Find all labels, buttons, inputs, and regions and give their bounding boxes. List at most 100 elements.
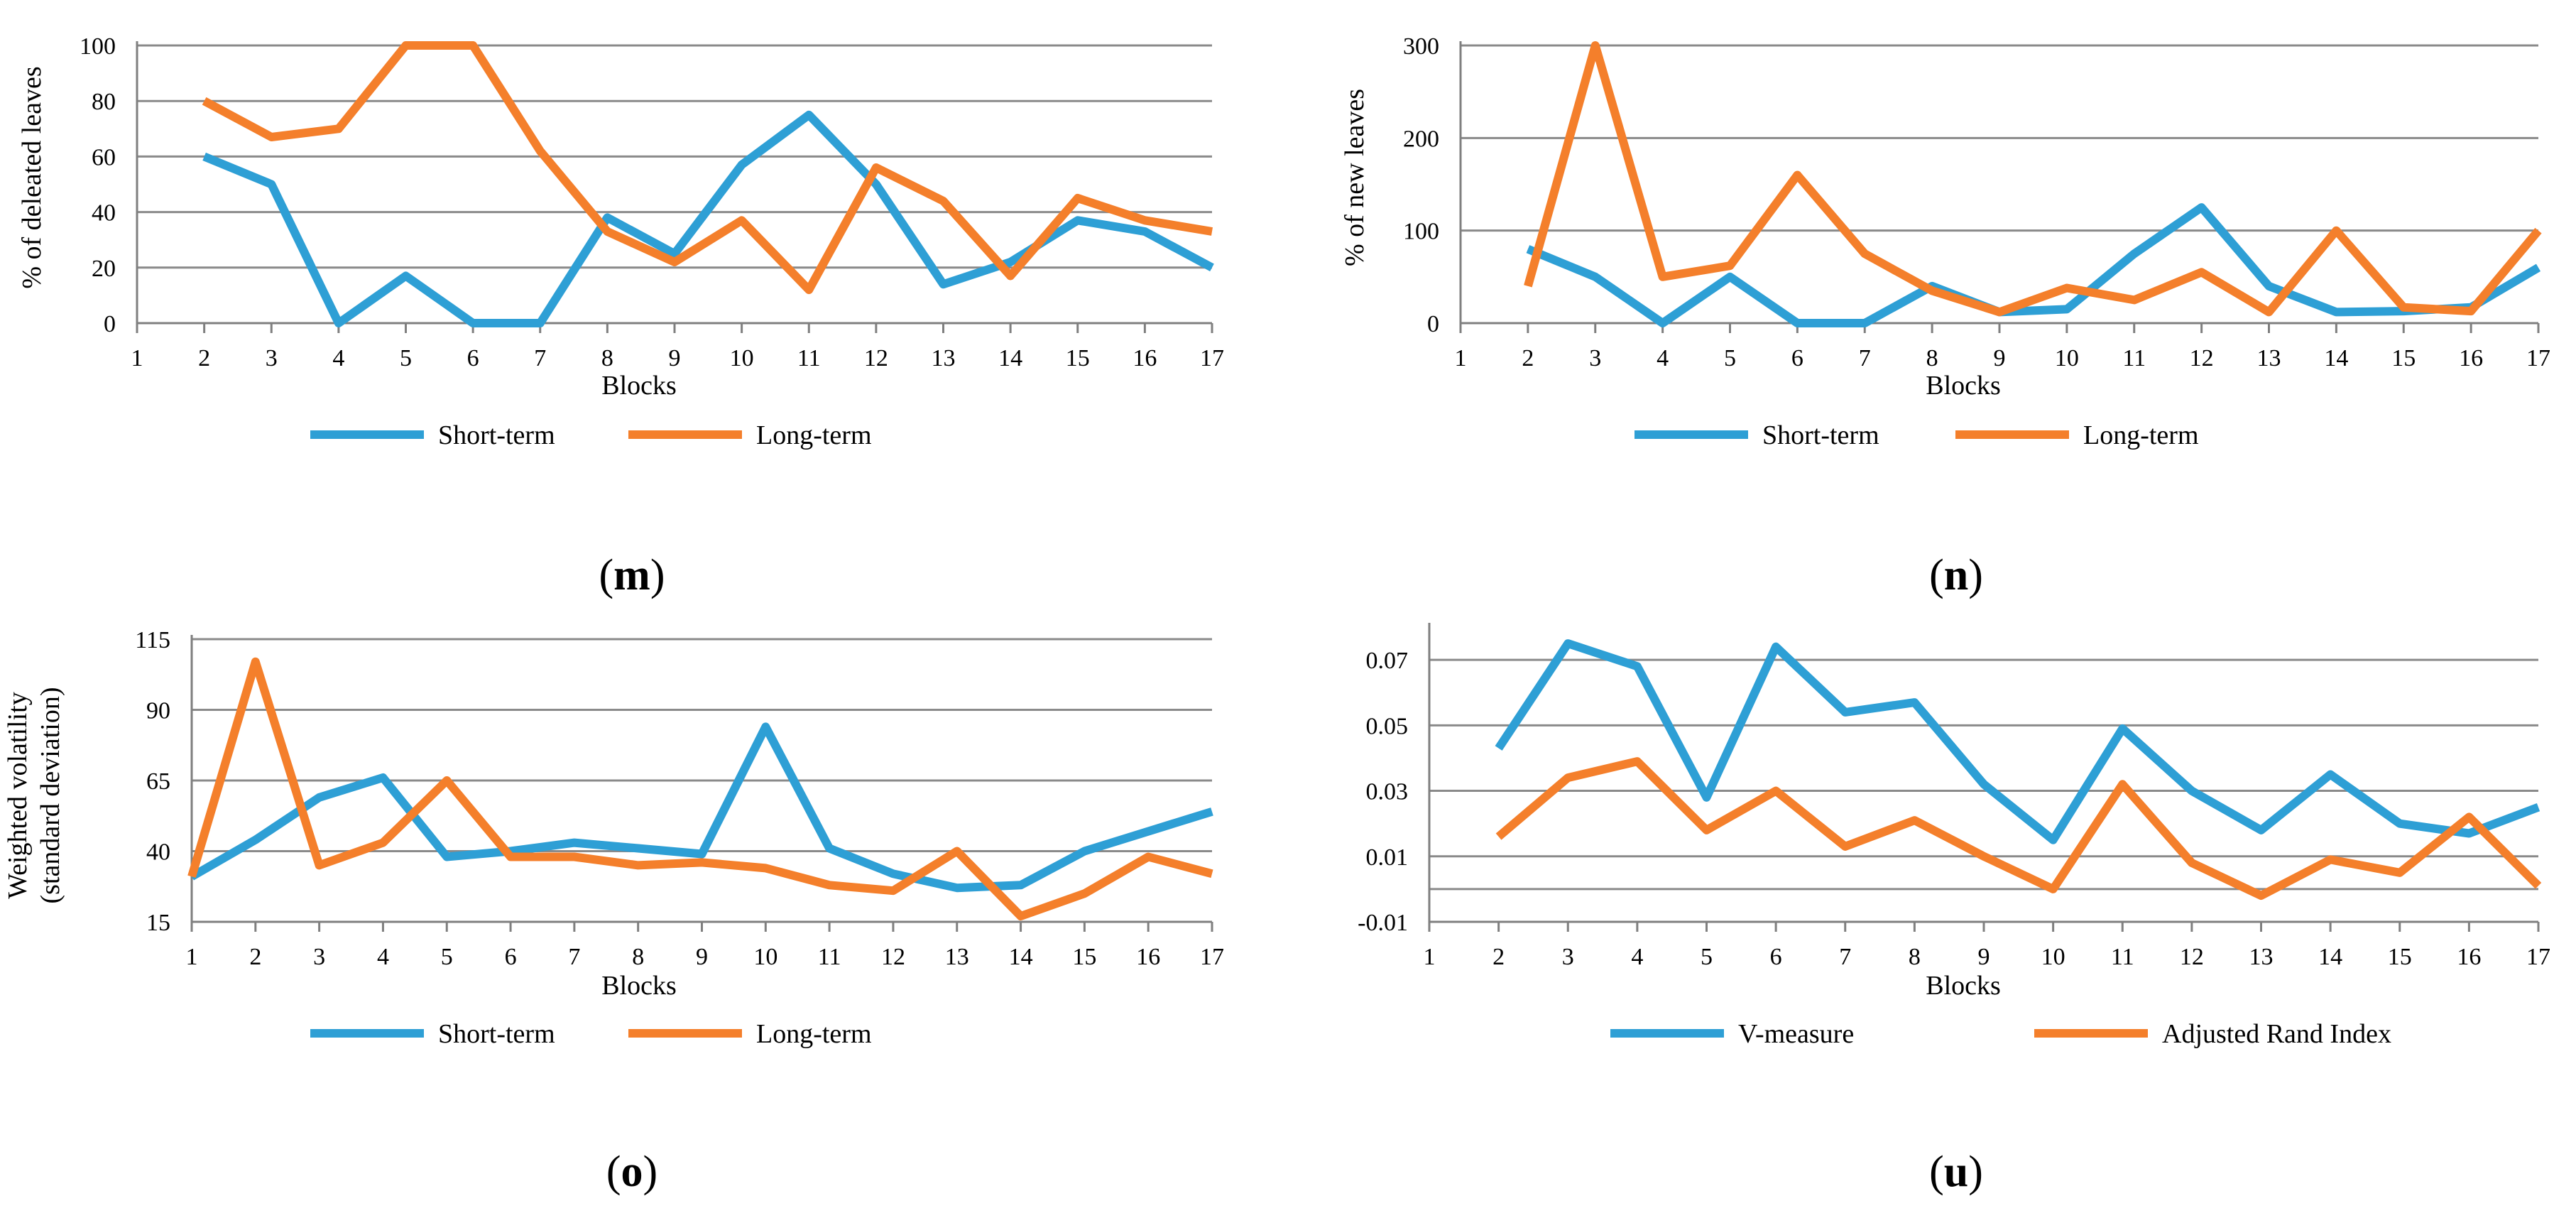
x-tick-label: 6 <box>1791 345 1803 371</box>
x-tick-label: 17 <box>1200 345 1224 371</box>
panel-caption: (n) <box>1929 551 1983 599</box>
x-tick-label: 13 <box>2257 345 2281 371</box>
series-line-short-term <box>190 722 1213 893</box>
x-tick-label: 9 <box>1994 345 2006 371</box>
x-axis-label: Blocks <box>1926 971 2001 1001</box>
x-tick-label: 3 <box>1589 345 1601 371</box>
series-line-adjusted-rand-index <box>1495 757 2542 901</box>
x-tick-label: 6 <box>505 944 517 970</box>
x-tick-label: 1 <box>131 345 143 371</box>
x-tick-label: 2 <box>1492 944 1505 970</box>
x-tick-label: 6 <box>467 345 479 371</box>
legend-label: Short-term <box>438 420 555 450</box>
y-tick-label: 0.01 <box>1366 844 1409 871</box>
legend-label: Long-term <box>756 420 872 450</box>
x-tick-label: 12 <box>864 345 888 371</box>
x-tick-label: 14 <box>1009 944 1033 970</box>
legend-label: Short-term <box>438 1019 555 1049</box>
x-tick-label: 9 <box>669 345 681 371</box>
x-tick-label: 3 <box>266 345 278 371</box>
caption-letter: o <box>621 1148 643 1196</box>
x-tick-label: 2 <box>1522 345 1534 371</box>
x-tick-label: 8 <box>601 345 613 371</box>
x-tick-label: 1 <box>1455 345 1467 371</box>
y-tick-label: 90 <box>146 698 170 724</box>
x-tick-label: 10 <box>2055 345 2079 371</box>
x-tick-label: 5 <box>1724 345 1736 371</box>
x-tick-label: 4 <box>377 944 389 970</box>
x-tick-label: 14 <box>2318 944 2342 970</box>
x-tick-label: 8 <box>632 944 644 970</box>
x-tick-label: 3 <box>313 944 325 970</box>
x-tick-label: 17 <box>2526 944 2550 970</box>
panel-caption: (u) <box>1929 1148 1983 1196</box>
x-axis-label: Blocks <box>1926 371 2001 401</box>
y-axis-label: (standard deviation) <box>36 687 65 904</box>
x-tick-label: 13 <box>2249 944 2274 970</box>
x-tick-label: 15 <box>2388 944 2412 970</box>
x-axis-label: Blocks <box>601 371 677 401</box>
x-tick-label: 7 <box>568 944 580 970</box>
x-tick-label: 4 <box>1657 345 1669 371</box>
x-tick-label: 17 <box>1200 944 1224 970</box>
caption-close: ) <box>650 551 665 599</box>
y-tick-label: 0 <box>1427 311 1439 337</box>
caption-open: ( <box>1929 1148 1944 1196</box>
x-tick-label: 2 <box>249 944 261 970</box>
y-tick-label: 100 <box>1403 219 1439 245</box>
panel-caption: (o) <box>606 1148 657 1196</box>
x-tick-label: 11 <box>2122 345 2146 371</box>
x-tick-label: 14 <box>2324 345 2348 371</box>
x-tick-label: 2 <box>198 345 210 371</box>
caption-close: ) <box>1968 551 1983 599</box>
y-tick-label: 0 <box>104 311 116 337</box>
series-line-long-term <box>1524 41 2542 317</box>
x-tick-label: 11 <box>818 944 841 970</box>
x-tick-label: 15 <box>1066 345 1090 371</box>
caption-close: ) <box>1968 1148 1983 1196</box>
caption-letter: m <box>613 551 650 599</box>
y-axis-label: Weighted volatility <box>3 692 33 898</box>
y-axis-label: % of new leaves <box>1340 89 1370 266</box>
y-tick-label: 40 <box>146 839 170 866</box>
legend-label: V-measure <box>1738 1019 1854 1049</box>
y-tick-label: 0.03 <box>1366 779 1409 805</box>
y-tick-label: 115 <box>135 627 170 653</box>
x-tick-label: 12 <box>2180 944 2204 970</box>
series-line-long-term <box>202 41 1213 295</box>
x-tick-label: 11 <box>797 345 821 371</box>
series-line-v-measure <box>1495 639 2540 844</box>
x-tick-label: 16 <box>1133 345 1157 371</box>
caption-letter: u <box>1944 1148 1968 1196</box>
x-tick-label: 9 <box>696 944 708 970</box>
x-tick-label: 15 <box>2391 345 2416 371</box>
x-tick-label: 8 <box>1909 944 1921 970</box>
y-tick-label: 40 <box>92 200 116 227</box>
caption-open: ( <box>606 1148 621 1196</box>
x-tick-label: 10 <box>730 345 754 371</box>
x-tick-label: 14 <box>998 345 1022 371</box>
x-tick-label: 10 <box>2041 944 2065 970</box>
x-tick-label: 1 <box>186 944 198 970</box>
x-tick-label: 12 <box>881 944 905 970</box>
x-axis-label: Blocks <box>601 971 677 1001</box>
x-tick-label: 5 <box>400 345 412 371</box>
y-tick-label: 100 <box>80 33 116 60</box>
x-tick-label: 9 <box>1978 944 1990 970</box>
series-line-long-term <box>187 657 1213 920</box>
x-tick-label: 1 <box>1424 944 1436 970</box>
y-tick-label: -0.01 <box>1358 910 1408 936</box>
x-tick-label: 7 <box>534 345 546 371</box>
chart-u: -0.010.010.030.050.071 2 3 4 5 6 7 8 9 10 11 12 13 14… <box>1358 623 2550 1196</box>
y-tick-label: 0.07 <box>1366 648 1409 674</box>
y-tick-label: 65 <box>146 768 170 795</box>
y-tick-label: 15 <box>146 910 170 936</box>
y-tick-label: 80 <box>92 89 116 115</box>
x-tick-label: 11 <box>2111 944 2134 970</box>
x-tick-label: 4 <box>1631 944 1643 970</box>
series-line-short-term <box>1526 203 2541 327</box>
y-tick-label: 200 <box>1403 126 1439 152</box>
